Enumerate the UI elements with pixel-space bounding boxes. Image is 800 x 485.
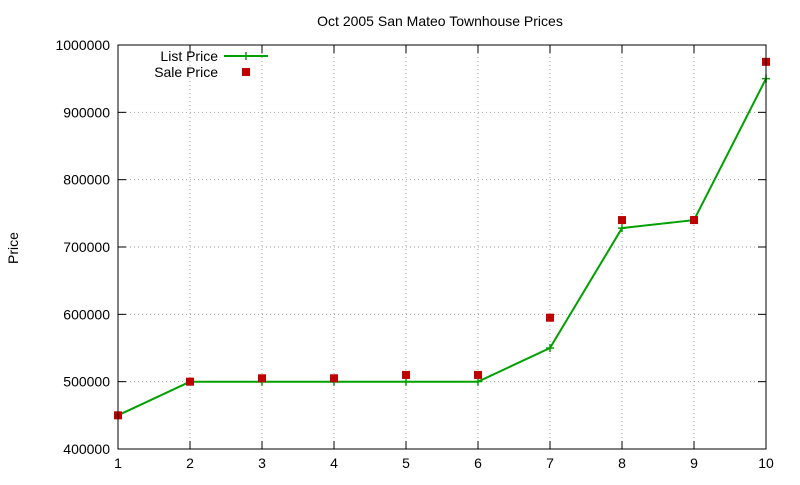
- axis-ticks: 400000 500000 600000 700000 800000 900000 1000…: [55, 37, 774, 471]
- x-tick-label: 9: [690, 455, 698, 471]
- y-tick-label: 500000: [63, 374, 110, 390]
- list-price-line: [117, 78, 767, 417]
- sale-price-point: [402, 370, 410, 379]
- chart-title: Oct 2005 San Mateo Townhouse Prices: [317, 13, 563, 29]
- y-tick-label: 400000: [63, 441, 110, 457]
- y-tick-label: 1000000: [55, 37, 110, 53]
- series: [114, 57, 770, 420]
- sale-price-point: [618, 216, 626, 225]
- grid: [118, 45, 766, 449]
- list-price-point: [402, 377, 410, 386]
- y-tick-label: 900000: [63, 104, 110, 120]
- x-tick-label: 6: [474, 455, 482, 471]
- plot-frame: [117, 44, 767, 450]
- sale-price-point: [690, 216, 698, 225]
- x-tick-label: 7: [546, 455, 554, 471]
- x-tick-label: 5: [402, 455, 410, 471]
- x-tick-label: 2: [186, 455, 194, 471]
- x-tick-label: 1: [114, 455, 122, 471]
- sale-price-point: [474, 370, 482, 379]
- list-price-point: [546, 344, 554, 352]
- sale-price-point: [546, 313, 554, 322]
- y-tick-label: 700000: [63, 239, 110, 255]
- sale-price-point: [330, 374, 338, 383]
- y-axis-label: Price: [5, 232, 21, 264]
- x-tick-label: 4: [330, 455, 338, 471]
- x-tick-label: 8: [618, 455, 626, 471]
- list-price-point: [618, 224, 626, 233]
- legend-square-marker: [242, 68, 250, 76]
- y-tick-label: 800000: [63, 172, 110, 188]
- sale-price-point: [258, 374, 266, 383]
- x-tick-label: 10: [758, 455, 774, 471]
- sale-price-point: [186, 377, 194, 386]
- list-price-point: [474, 377, 482, 386]
- legend-label: List Price: [160, 48, 218, 64]
- y-tick-label: 600000: [63, 306, 110, 322]
- x-tick-label: 3: [258, 455, 266, 471]
- legend-label: Sale Price: [154, 64, 218, 80]
- legend-plus-marker: [242, 52, 250, 60]
